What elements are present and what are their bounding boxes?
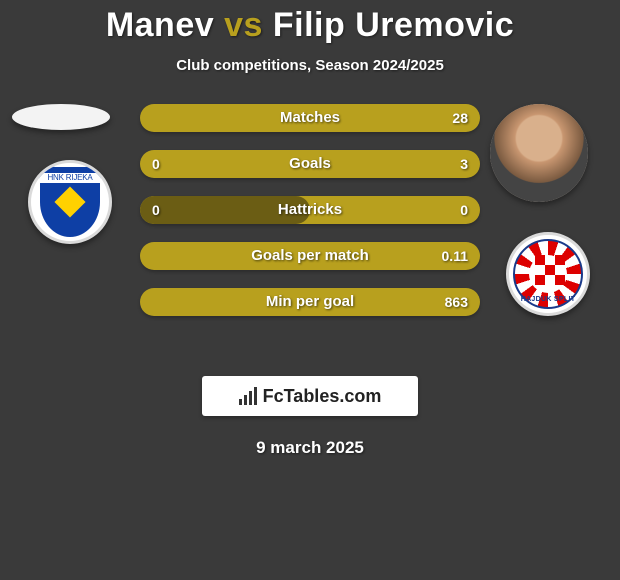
stat-label: Min per goal — [140, 288, 480, 316]
logo-text: FcTables.com — [263, 386, 382, 407]
page-title: Manev vs Filip Uremovic — [0, 6, 620, 45]
player2-avatar — [490, 104, 588, 202]
stat-row: Matches28 — [140, 104, 480, 132]
stat-value-p2: 0.11 — [430, 242, 480, 270]
player2-team-badge: HAJDUK SPLIT — [506, 232, 590, 316]
comparison-content: HNK RIJEKA HAJDUK SPLIT Matches280Goals3… — [0, 104, 620, 364]
title-player2: Filip Uremovic — [263, 6, 514, 44]
stat-label: Matches — [140, 104, 480, 132]
stat-label: Goals — [140, 150, 480, 178]
subtitle: Club competitions, Season 2024/2025 — [0, 57, 620, 74]
stat-row: 0Hattricks0 — [140, 196, 480, 224]
stat-value-p2: 863 — [433, 288, 480, 316]
title-player1: Manev — [106, 6, 224, 44]
rijeka-crest-icon: HNK RIJEKA — [38, 165, 102, 239]
stat-row: 0Goals3 — [140, 150, 480, 178]
date-label: 9 march 2025 — [0, 438, 620, 458]
hajduk-label: HAJDUK SPLIT — [521, 296, 576, 303]
stats-list: Matches280Goals30Hattricks0Goals per mat… — [140, 104, 480, 334]
stat-label: Hattricks — [140, 196, 480, 224]
stat-value-p2: 0 — [448, 196, 480, 224]
fctables-logo: FcTables.com — [202, 376, 418, 416]
rijeka-label: HNK RIJEKA — [40, 173, 100, 183]
title-vs: vs — [224, 6, 263, 44]
header: Manev vs Filip Uremovic Club competition… — [0, 0, 620, 74]
bar-chart-icon — [239, 387, 257, 405]
stat-row: Min per goal863 — [140, 288, 480, 316]
player2-face-icon — [490, 104, 588, 202]
player1-team-badge: HNK RIJEKA — [28, 160, 112, 244]
hajduk-crest-icon: HAJDUK SPLIT — [513, 239, 583, 309]
stat-row: Goals per match0.11 — [140, 242, 480, 270]
stat-value-p2: 28 — [440, 104, 480, 132]
player1-avatar — [12, 104, 110, 130]
stat-value-p2: 3 — [448, 150, 480, 178]
